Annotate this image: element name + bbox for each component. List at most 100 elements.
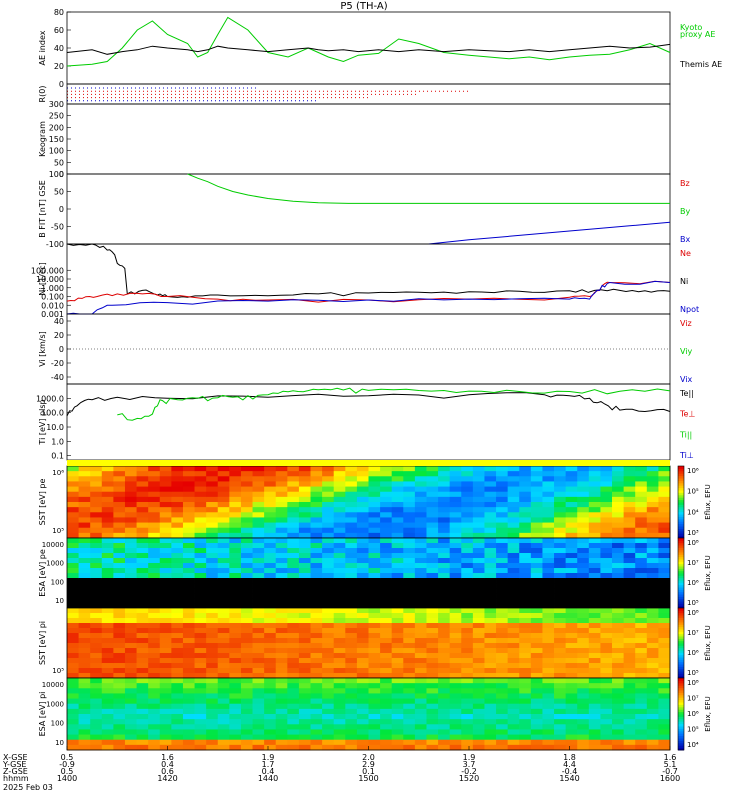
colorbar-cell bbox=[678, 714, 684, 717]
spectrogram-cell bbox=[519, 653, 532, 659]
spectrogram-cell bbox=[101, 563, 114, 569]
spectrogram-cell bbox=[206, 618, 219, 624]
spectrogram-cell bbox=[182, 512, 195, 518]
colorbar-frame bbox=[677, 677, 685, 751]
spectrogram-cell bbox=[542, 496, 555, 503]
spectrogram-cell bbox=[171, 618, 184, 624]
colorbar-cell bbox=[678, 570, 684, 574]
spectrogram-cell bbox=[484, 512, 497, 518]
spectrogram-cell bbox=[78, 618, 91, 624]
spectrogram-cell bbox=[194, 573, 207, 579]
spectrogram-cell bbox=[577, 527, 590, 534]
y-tick-label: -100 bbox=[46, 240, 64, 249]
spectrogram-cell bbox=[426, 668, 439, 674]
spectrogram-cell bbox=[380, 744, 393, 751]
spectrogram-cell bbox=[449, 618, 462, 624]
spectrogram-cell bbox=[90, 643, 103, 649]
spectrogram-cell bbox=[194, 698, 207, 705]
spectrogram-cell bbox=[217, 588, 230, 594]
spectrogram-cell bbox=[217, 683, 230, 689]
spectrogram-cell bbox=[496, 558, 509, 564]
spectrogram-cell bbox=[148, 466, 161, 472]
spectrogram-cell bbox=[67, 638, 79, 644]
spectrogram-cell bbox=[113, 568, 126, 574]
spectrogram-cell bbox=[612, 608, 625, 614]
spectrogram-cell bbox=[426, 578, 439, 584]
spectrogram-cell bbox=[310, 643, 323, 649]
spectrogram-cell bbox=[275, 583, 288, 589]
spectrogram-cell bbox=[136, 653, 149, 659]
spectrogram-cell bbox=[240, 588, 253, 594]
spectrogram-cell bbox=[577, 608, 590, 614]
spectrogram-cell bbox=[565, 476, 578, 482]
spectrogram-cell bbox=[322, 476, 335, 482]
spectrogram-cell bbox=[356, 739, 369, 746]
orbit-x-value: 0.5 bbox=[61, 753, 74, 762]
spectrogram-cell bbox=[612, 486, 625, 493]
spectrogram-cell bbox=[345, 486, 358, 493]
colorbar-cell bbox=[678, 678, 684, 681]
spectrogram-cell bbox=[414, 719, 427, 725]
spectrogram-cell bbox=[496, 512, 509, 518]
spectrogram-cell bbox=[113, 693, 126, 699]
spectrogram-cell bbox=[530, 532, 543, 539]
spectrogram-cell bbox=[623, 663, 636, 669]
spectrogram-cell bbox=[449, 734, 462, 741]
spectrogram-cell bbox=[646, 598, 659, 604]
spectrogram-cell bbox=[194, 633, 207, 639]
spectrogram-cell bbox=[577, 593, 590, 599]
spectrogram-cell bbox=[658, 628, 671, 634]
spectrogram-cell bbox=[217, 573, 230, 579]
spectrogram-cell bbox=[182, 714, 195, 720]
spectrogram-cell bbox=[600, 734, 613, 741]
spectrogram-cell bbox=[148, 739, 161, 746]
spectrogram-cell bbox=[461, 739, 474, 746]
spectrogram-cell bbox=[113, 688, 126, 694]
colorbar-cell bbox=[678, 692, 684, 696]
spectrogram-cell bbox=[612, 638, 625, 644]
colorbar-cell bbox=[678, 545, 684, 548]
spectrogram-cell bbox=[530, 698, 543, 705]
spectrogram-cell bbox=[496, 522, 509, 529]
spectrogram-cell bbox=[484, 683, 497, 689]
spectrogram-cell bbox=[600, 703, 613, 710]
spectrogram-cell bbox=[588, 548, 601, 554]
spectrogram-cell bbox=[310, 502, 323, 508]
colorbar-cell bbox=[678, 468, 684, 472]
spectrogram-cell bbox=[287, 583, 300, 589]
spectrogram-cell bbox=[612, 583, 625, 589]
spectrogram-cell bbox=[206, 583, 219, 589]
spectrogram-cell bbox=[194, 663, 207, 669]
spectrogram-cell bbox=[391, 603, 404, 609]
spectrogram-cell bbox=[287, 588, 300, 594]
spectrogram-cell bbox=[658, 502, 671, 508]
spectrogram-cell bbox=[600, 724, 613, 730]
spectrogram-cell bbox=[414, 688, 427, 694]
spectrogram-cell bbox=[67, 538, 79, 544]
spectrogram-cell bbox=[623, 744, 636, 751]
spectrogram-cell bbox=[310, 719, 323, 725]
spectrogram-cell bbox=[90, 573, 103, 579]
spectrogram-cell bbox=[565, 688, 578, 694]
spectrogram-cell bbox=[67, 658, 79, 664]
spectrogram-cell bbox=[426, 633, 439, 639]
spectrogram-cell bbox=[217, 678, 230, 684]
spectrogram-cell bbox=[67, 744, 79, 751]
spectrogram-cell bbox=[403, 588, 416, 594]
spectrogram-cell bbox=[206, 553, 219, 559]
spectrogram-cell bbox=[623, 688, 636, 694]
spectrogram-cell bbox=[252, 739, 265, 746]
spectrogram-cell bbox=[565, 693, 578, 699]
spectrogram-cell bbox=[554, 703, 567, 710]
spectrogram-cell bbox=[612, 548, 625, 554]
spectrogram-cell bbox=[90, 729, 103, 735]
spectrogram-cell bbox=[484, 714, 497, 720]
spectrogram-cell bbox=[136, 744, 149, 751]
spectrogram-cell bbox=[298, 643, 311, 649]
spectrogram-cell bbox=[588, 638, 601, 644]
spectrogram-cell bbox=[287, 593, 300, 599]
spectrogram-cell bbox=[113, 527, 126, 534]
spectrogram-cell bbox=[612, 678, 625, 684]
spectrogram-cell bbox=[206, 496, 219, 503]
